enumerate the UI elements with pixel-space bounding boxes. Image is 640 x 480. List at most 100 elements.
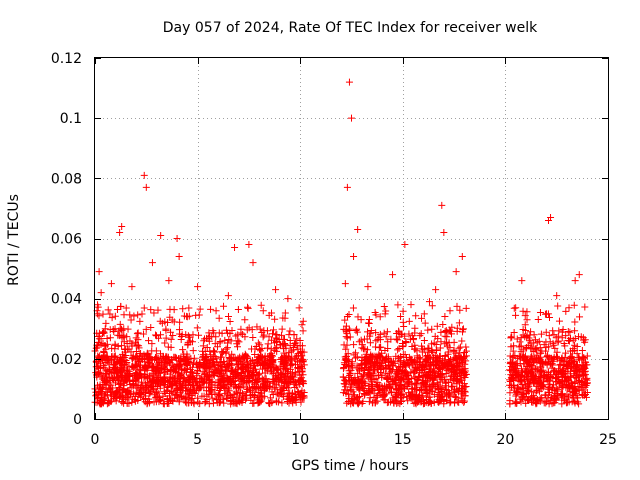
data-point — [511, 352, 519, 360]
data-point — [350, 341, 358, 349]
data-point — [462, 382, 470, 390]
data-point — [550, 341, 558, 349]
data-point — [343, 386, 351, 394]
data-point — [293, 335, 301, 343]
data-point — [527, 345, 535, 353]
data-point — [193, 378, 201, 386]
data-point — [374, 371, 382, 379]
data-point — [446, 307, 454, 315]
data-point — [441, 352, 449, 360]
data-point — [535, 354, 543, 362]
data-point — [144, 364, 152, 372]
data-point — [354, 369, 362, 377]
data-point — [278, 371, 286, 379]
data-point — [97, 289, 105, 297]
data-point — [236, 376, 244, 384]
data-point — [365, 387, 373, 395]
data-point — [376, 390, 384, 398]
data-point — [442, 327, 450, 335]
data-point — [273, 398, 281, 406]
data-point — [276, 386, 284, 394]
data-point — [425, 298, 433, 306]
data-point — [299, 317, 307, 325]
data-point — [437, 385, 445, 393]
data-point — [572, 372, 580, 380]
data-point — [200, 378, 208, 386]
data-point — [394, 384, 402, 392]
data-point — [387, 376, 395, 384]
data-point — [533, 339, 541, 347]
data-point — [175, 378, 183, 386]
data-point — [434, 368, 442, 376]
data-point — [273, 375, 281, 383]
data-point — [563, 391, 571, 399]
x-tick-label: 5 — [193, 432, 202, 448]
data-point — [94, 333, 102, 341]
data-point — [114, 366, 122, 374]
data-point — [430, 367, 438, 375]
data-point — [156, 317, 164, 325]
data-point — [506, 378, 514, 386]
data-point — [173, 384, 181, 392]
data-point — [237, 360, 245, 368]
data-point — [279, 345, 287, 353]
data-point — [401, 350, 409, 358]
data-point — [249, 259, 257, 267]
data-point — [372, 329, 380, 337]
data-point — [567, 373, 575, 381]
data-point — [571, 327, 579, 335]
data-point — [350, 351, 358, 359]
data-point — [241, 316, 249, 324]
data-point — [455, 360, 463, 368]
data-point — [288, 372, 296, 380]
data-point — [273, 331, 281, 339]
data-point — [216, 373, 224, 381]
data-point — [164, 318, 172, 326]
data-point — [566, 328, 574, 336]
data-point — [154, 306, 162, 314]
data-point — [112, 389, 120, 397]
data-point — [163, 386, 171, 394]
data-point — [455, 344, 463, 352]
data-point — [537, 368, 545, 376]
data-point — [394, 371, 402, 379]
data-point — [212, 307, 220, 315]
data-point — [244, 304, 252, 312]
data-point — [203, 344, 211, 352]
data-point — [129, 354, 137, 362]
data-point — [536, 308, 544, 316]
data-point — [116, 380, 124, 388]
data-point — [200, 337, 208, 345]
data-point — [116, 228, 124, 236]
data-point — [207, 305, 215, 313]
data-point — [519, 353, 527, 361]
data-point — [269, 330, 277, 338]
data-point — [555, 317, 563, 325]
data-point — [454, 388, 462, 396]
data-point — [108, 314, 116, 322]
data-point — [95, 312, 103, 320]
data-point — [506, 400, 514, 408]
data-point — [400, 323, 408, 331]
data-point — [124, 389, 132, 397]
data-point — [189, 381, 197, 389]
data-point — [102, 378, 110, 386]
data-point — [185, 304, 193, 312]
data-point — [245, 324, 253, 332]
data-point — [269, 390, 277, 398]
data-point — [223, 394, 231, 402]
data-point — [423, 373, 431, 381]
data-point — [236, 394, 244, 402]
data-point — [544, 358, 552, 366]
data-point — [374, 379, 382, 387]
data-point — [376, 330, 384, 338]
data-point — [140, 351, 148, 359]
data-point — [235, 356, 243, 364]
data-point — [294, 388, 302, 396]
data-point — [120, 385, 128, 393]
data-point — [278, 382, 286, 390]
data-point — [408, 391, 416, 399]
data-point — [430, 380, 438, 388]
data-point — [145, 337, 153, 345]
data-point — [442, 338, 450, 346]
